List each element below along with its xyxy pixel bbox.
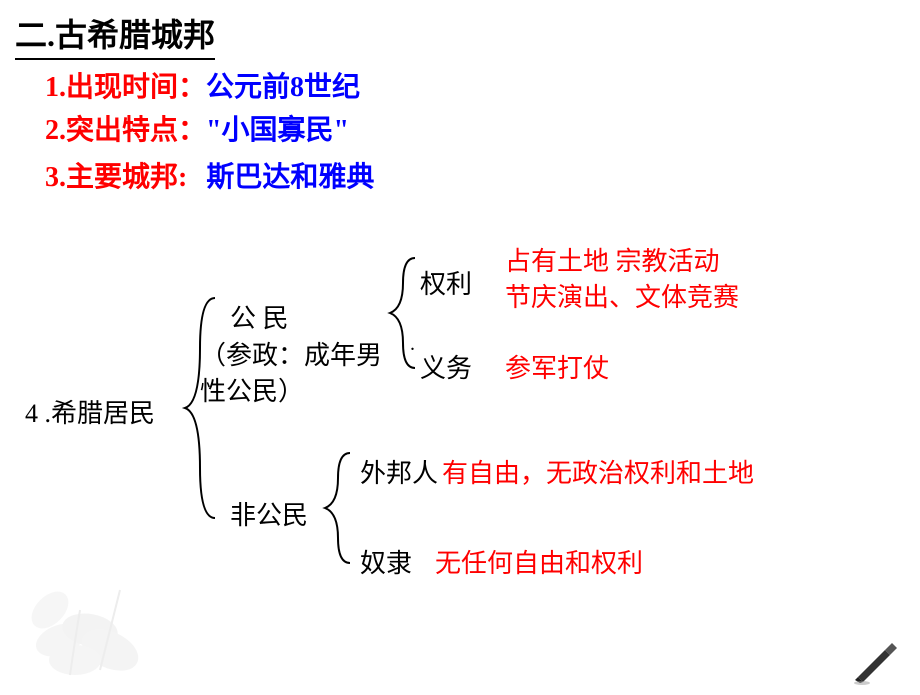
slave-label: 奴隶 (360, 543, 412, 580)
citizen-note: （参政：成年男性公民） (200, 338, 390, 411)
item-1-label: 出现时间： (66, 72, 206, 103)
item-2-num: 2. (45, 115, 66, 146)
citizen-label: 公 民 (230, 298, 390, 335)
section-title: 二.古希腊城邦 (15, 10, 215, 60)
item-3-value: 斯巴达和雅典 (206, 162, 374, 193)
rights-label: 权利 (420, 264, 472, 301)
tree-root-num: 4 . (25, 399, 51, 428)
slave-value: 无任何自由和权利 (435, 543, 643, 580)
tree-root-label: 希腊居民 (51, 399, 155, 428)
brace-noncitizen (320, 448, 355, 568)
item-1: 1.出现时间：公元前8世纪 (45, 68, 905, 107)
rights-content: 占有土地 宗教活动 节庆演出、文体竞赛 (505, 244, 739, 317)
dot-mark: . (410, 333, 415, 356)
slide-content: 二.古希腊城邦 1.出现时间：公元前8世纪 2.突出特点："小国寡民" 3.主要… (0, 0, 920, 628)
tree-root: 4 .希腊居民 (25, 393, 155, 430)
duty-value: 参军打仗 (505, 348, 609, 385)
item-2: 2.突出特点："小国寡民" (45, 111, 905, 150)
item-1-value: 公元前8世纪 (206, 72, 360, 103)
item-3-label: 主要城邦: (66, 162, 187, 193)
rights-line2: 节庆演出、文体竞赛 (505, 283, 739, 312)
item-3-num: 3. (45, 162, 66, 193)
foreigner-label: 外邦人 (360, 453, 438, 490)
item-1-num: 1. (45, 72, 66, 103)
tree-diagram: 4 .希腊居民 公 民 （参政：成年男性公民） 权利 占有土地 宗教活动 节庆演… (15, 238, 905, 618)
item-3: 3.主要城邦: 斯巴达和雅典 (45, 158, 905, 197)
duty-label: 义务 (420, 348, 472, 385)
item-2-label: 突出特点： (66, 115, 206, 146)
item-2-value: "小国寡民" (206, 115, 349, 146)
rights-line1: 占有土地 宗教活动 (505, 247, 720, 276)
foreigner-value: 有自由，无政治权利和土地 (442, 453, 754, 490)
pen-icon (850, 635, 900, 685)
noncitizen-label: 非公民 (230, 495, 308, 532)
